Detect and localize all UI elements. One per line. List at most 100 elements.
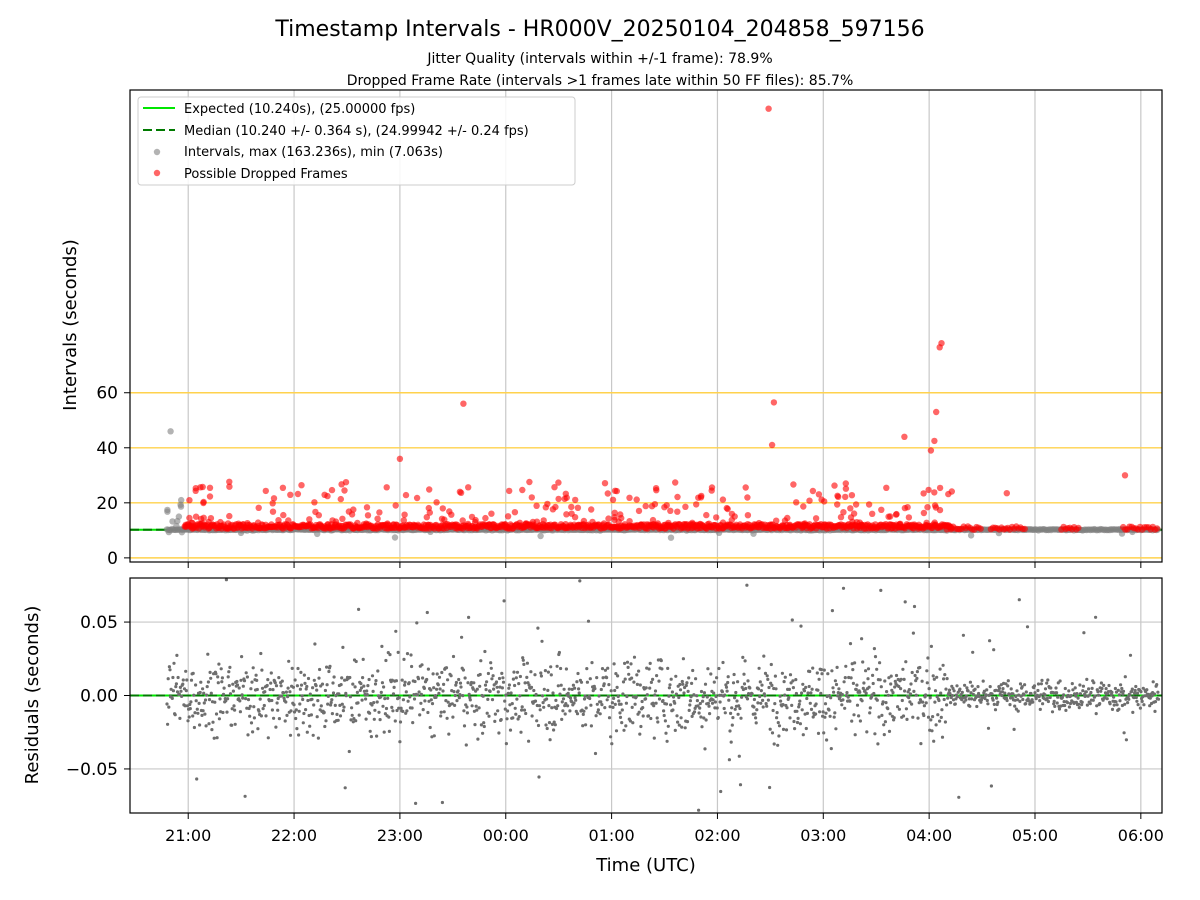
residual-point: [471, 687, 475, 691]
legend-expected-label: Expected (10.240s), (25.00000 fps): [184, 102, 415, 117]
residual-point: [680, 679, 684, 684]
residual-point: [522, 662, 526, 667]
residual-point: [805, 696, 809, 701]
residual-point: [1072, 701, 1076, 706]
dropped-frame-point: [654, 520, 662, 527]
residual-point: [384, 706, 389, 711]
residual-point: [758, 680, 762, 684]
dropped-frame-point: [199, 483, 206, 491]
dropped-frame-point: [834, 501, 841, 508]
residual-point: [721, 660, 725, 665]
residual-point: [496, 709, 500, 713]
residual-point: [1142, 703, 1146, 707]
residual-point: [1099, 681, 1103, 685]
residual-point: [436, 683, 440, 687]
residual-point: [1117, 707, 1121, 711]
residual-point: [1062, 700, 1066, 704]
residual-point: [459, 685, 463, 689]
residual-point: [201, 709, 205, 713]
residual-point: [738, 706, 742, 711]
residual-point: [1081, 689, 1085, 693]
residual-point: [814, 712, 818, 716]
residual-point: [907, 696, 911, 700]
residual-point: [702, 691, 707, 695]
residual-point: [723, 693, 727, 697]
residual-point: [235, 683, 240, 687]
residual-point: [441, 689, 445, 693]
residual-point: [722, 706, 726, 711]
residual-point: [614, 729, 619, 733]
residual-point: [554, 706, 559, 711]
dropped-frame-point: [847, 505, 854, 512]
residual-point: [554, 698, 558, 703]
residual-point: [329, 703, 333, 707]
residual-point: [1138, 706, 1142, 710]
dropped-frame-point: [207, 515, 215, 522]
residual-point: [454, 680, 458, 685]
residual-point: [599, 687, 603, 692]
dropped-frame-point: [693, 501, 700, 508]
residual-point: [227, 684, 231, 688]
residual-point: [486, 671, 490, 676]
residual-point: [496, 690, 500, 694]
residual-point: [228, 665, 232, 670]
residual-point: [638, 683, 642, 687]
residual-point: [549, 665, 553, 669]
residual-point: [1057, 707, 1062, 711]
residual-point: [574, 698, 578, 702]
residual-point: [1043, 687, 1048, 691]
residual-point: [851, 681, 856, 686]
dropped-frame-point: [544, 500, 551, 508]
intervals-threshold-lines: [130, 392, 1162, 559]
residual-point: [1067, 689, 1071, 693]
residual-point: [608, 705, 612, 709]
residual-point: [265, 683, 269, 688]
residual-point: [588, 696, 592, 701]
residual-point: [781, 703, 785, 707]
residual-point: [671, 708, 675, 712]
residual-point: [680, 725, 684, 729]
residual-point: [541, 701, 545, 705]
residual-point: [985, 688, 989, 692]
residual-point: [780, 671, 785, 675]
residual-point: [971, 650, 975, 654]
residual-point: [596, 708, 601, 712]
residual-point: [949, 701, 953, 705]
residual-point: [540, 694, 545, 698]
residual-point: [810, 687, 814, 691]
residual-point: [382, 730, 386, 734]
residual-point: [796, 716, 800, 721]
residual-point: [240, 693, 244, 697]
residual-point: [414, 801, 418, 806]
residual-point: [467, 692, 471, 696]
residual-point: [1150, 694, 1154, 698]
residual-point: [894, 673, 899, 678]
residual-point: [1104, 687, 1108, 691]
residual-point: [896, 705, 900, 709]
residual-point: [331, 691, 336, 695]
dropped-frame-outlier-point: [931, 437, 938, 445]
residual-point: [547, 704, 551, 708]
residual-point: [723, 711, 727, 715]
residual-point: [871, 673, 875, 678]
residual-point: [546, 688, 550, 693]
residual-point: [506, 691, 510, 696]
dropped-frame-point: [485, 521, 493, 528]
residual-point: [1148, 704, 1152, 708]
chart-subtitle-dropped: Dropped Frame Rate (intervals >1 frames …: [347, 73, 854, 89]
residual-point: [963, 683, 967, 687]
residual-point: [336, 718, 340, 722]
dropped-frame-point: [522, 520, 530, 527]
residual-point: [183, 704, 187, 708]
dropped-frame-point: [682, 503, 689, 510]
residual-point: [519, 730, 523, 734]
residual-point: [1038, 707, 1042, 712]
residual-point: [330, 698, 334, 702]
residual-point: [563, 712, 567, 716]
residual-point: [647, 667, 651, 671]
residual-point: [1016, 698, 1020, 702]
residual-point: [858, 719, 863, 723]
residual-point: [458, 693, 462, 697]
residual-point: [831, 686, 835, 690]
residual-point: [623, 661, 627, 666]
